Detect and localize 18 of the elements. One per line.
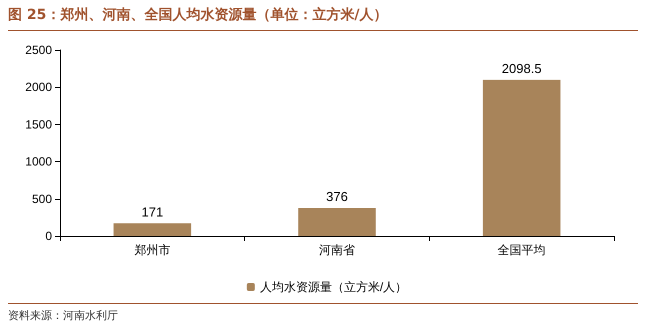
- data-label: 376: [326, 189, 348, 204]
- bar: [482, 80, 560, 236]
- x-tick-label: 郑州市: [134, 243, 170, 257]
- y-tick-label: 2000: [25, 80, 52, 94]
- bar: [114, 223, 192, 236]
- bar: [298, 208, 376, 236]
- legend-label: 人均水资源量（立方米/人）: [260, 280, 408, 294]
- y-tick-label: 1500: [25, 117, 52, 132]
- y-tick-label: 2500: [25, 43, 52, 57]
- x-tick-label: 河南省: [319, 243, 355, 257]
- text: 资料来源：河南水利厅: [8, 303, 638, 323]
- data-label: 171: [141, 204, 164, 220]
- chart-title: 图 25：郑州、河南、全国人均水资源量（单位：立方米/人）: [8, 6, 638, 31]
- y-tick-label: 1000: [25, 154, 52, 169]
- y-tick-label: 500: [32, 192, 52, 206]
- x-tick-label: 全国平均: [498, 243, 546, 257]
- y-tick-label: 0: [45, 229, 52, 243]
- data-label: 2098.5: [502, 60, 542, 76]
